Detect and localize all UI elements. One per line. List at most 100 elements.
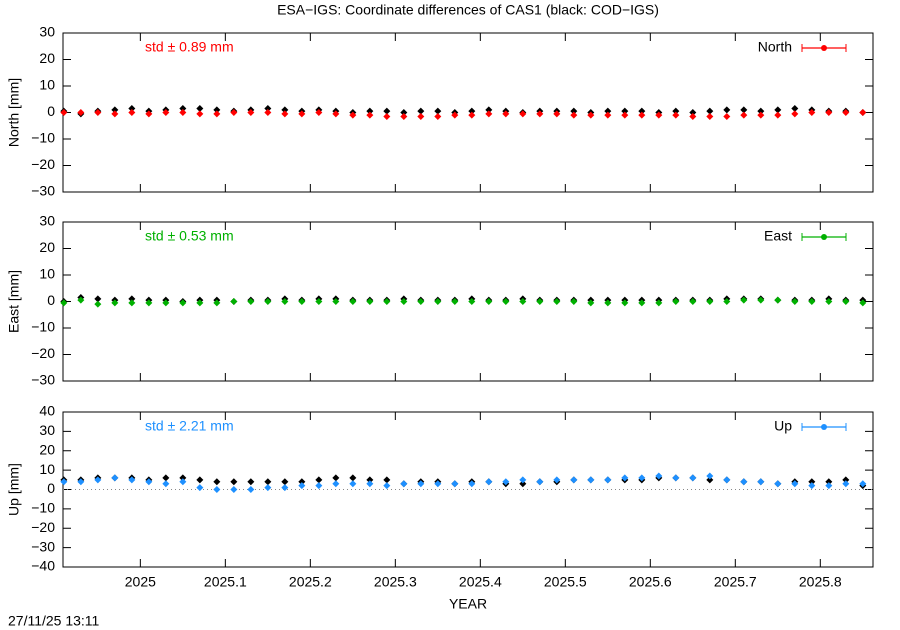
data-point (740, 296, 748, 304)
data-point (859, 299, 867, 307)
data-point (706, 298, 714, 305)
data-point (383, 298, 391, 305)
data-point (145, 110, 153, 118)
footer-timestamp: 27/11/25 13:11 (8, 613, 100, 629)
data-point (621, 107, 629, 115)
data-point (315, 476, 323, 484)
data-point (791, 105, 799, 113)
data-point (451, 298, 459, 305)
data-point (485, 298, 493, 305)
data-point (298, 478, 306, 486)
data-point (162, 480, 170, 488)
data-point (672, 298, 680, 305)
data-point (213, 110, 221, 118)
legend-label: East (764, 228, 792, 244)
data-point (553, 298, 561, 305)
data-point (689, 109, 697, 116)
data-point (604, 111, 612, 119)
data-point (315, 298, 323, 305)
data-point (400, 109, 408, 116)
data-point (519, 480, 527, 488)
data-point (332, 474, 340, 482)
data-point (281, 110, 289, 118)
data-point (536, 478, 544, 486)
data-point (247, 109, 255, 116)
data-point (179, 109, 187, 116)
data-point (264, 298, 272, 305)
data-point (383, 107, 391, 115)
data-point (774, 296, 782, 304)
data-point (264, 484, 272, 492)
data-point (264, 478, 272, 486)
data-point (604, 107, 612, 115)
data-point (417, 107, 425, 115)
data-point (417, 480, 425, 488)
data-point (468, 111, 476, 119)
y-tick-label: −30 (31, 183, 55, 199)
data-point (502, 110, 510, 118)
data-point (366, 480, 374, 488)
data-point (162, 109, 170, 116)
data-point (417, 298, 425, 305)
data-point (77, 296, 85, 304)
data-point (281, 484, 289, 492)
data-point (213, 299, 221, 307)
y-tick-label: −20 (31, 345, 55, 361)
y-tick-label: −10 (31, 319, 55, 335)
data-point (502, 478, 510, 486)
data-point (587, 299, 595, 307)
data-point (587, 111, 595, 119)
y-tick-label: −10 (31, 500, 55, 516)
data-point (706, 112, 714, 120)
y-tick-label: −30 (31, 372, 55, 388)
data-point (570, 107, 578, 115)
data-point (196, 484, 204, 492)
data-point (519, 298, 527, 305)
data-point (417, 112, 425, 120)
data-point (60, 299, 68, 307)
data-point (553, 110, 561, 118)
data-point (400, 112, 408, 120)
data-point (842, 109, 850, 116)
data-point (689, 474, 697, 482)
data-point (604, 476, 612, 484)
data-point (332, 480, 340, 488)
data-point (400, 480, 408, 488)
data-point (859, 109, 867, 116)
y-tick-label: 40 (39, 403, 55, 419)
y-tick-label: 20 (39, 50, 55, 66)
data-point (298, 298, 306, 305)
data-point (179, 299, 187, 307)
data-point (740, 106, 748, 114)
data-point (179, 474, 187, 482)
x-tick-label: 2025.7 (714, 574, 757, 590)
data-point (230, 109, 238, 116)
data-point (196, 105, 204, 113)
data-point (485, 110, 493, 118)
y-axis-label: Up [mm] (6, 463, 22, 516)
x-tick-label: 2025.5 (544, 574, 587, 590)
data-point (349, 480, 357, 488)
data-point (519, 110, 527, 118)
x-axis-label: YEAR (449, 596, 487, 612)
data-point (434, 107, 442, 115)
data-point (383, 112, 391, 120)
data-point (94, 295, 102, 303)
data-point (842, 298, 850, 305)
data-point (349, 111, 357, 119)
y-axis-label: East [mm] (6, 270, 22, 333)
data-point (77, 109, 85, 116)
data-point (587, 476, 595, 484)
data-point (791, 110, 799, 118)
y-tick-label: 0 (47, 103, 55, 119)
data-point (808, 478, 816, 486)
data-point (723, 112, 731, 120)
data-point (468, 480, 476, 488)
data-point (128, 299, 136, 307)
data-point (230, 486, 238, 493)
data-point (247, 478, 255, 486)
data-point (791, 298, 799, 305)
data-point (179, 478, 187, 486)
data-point (128, 105, 136, 113)
